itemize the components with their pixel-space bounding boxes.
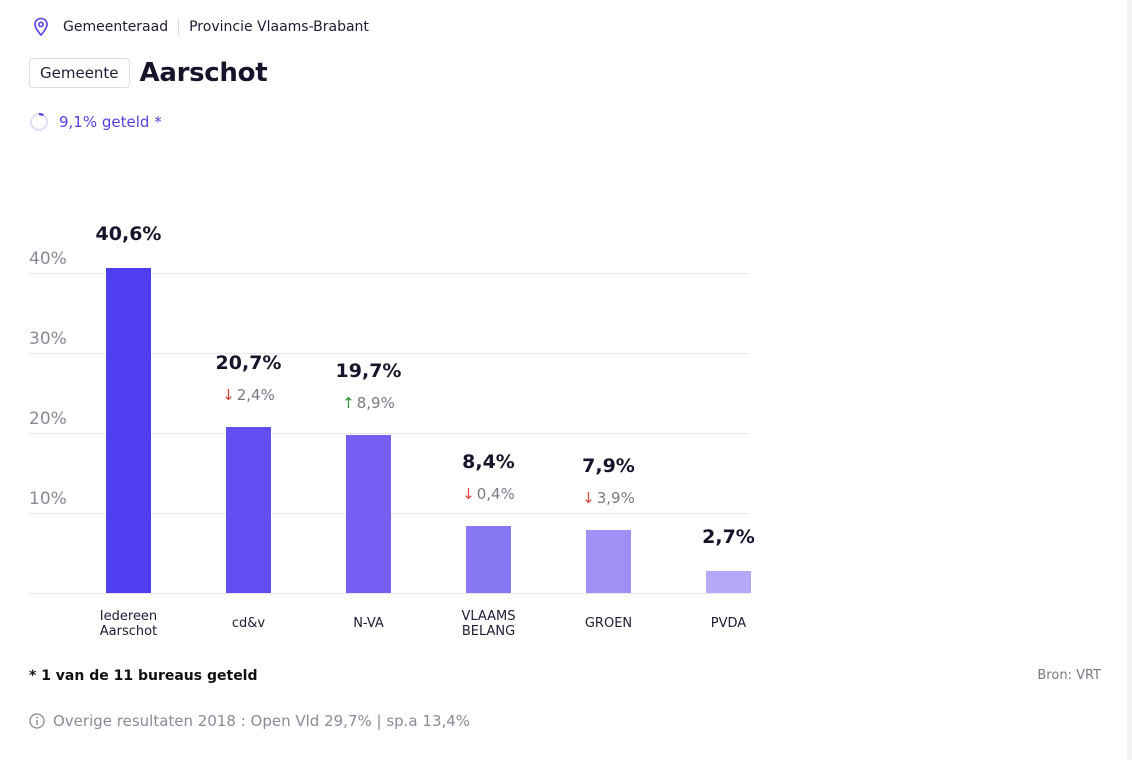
location-pin-icon xyxy=(33,17,49,37)
source-label: Bron: VRT xyxy=(1037,668,1101,683)
other-results-text: Overige resultaten 2018 : Open Vld 29,7%… xyxy=(53,712,471,730)
other-results: Overige resultaten 2018 : Open Vld 29,7%… xyxy=(29,712,470,730)
y-tick-label: 30% xyxy=(29,329,67,349)
gridline xyxy=(29,353,749,354)
breadcrumb: Gemeenteraad Provincie Vlaams-Brabant xyxy=(33,14,369,40)
count-progress: 9,1% geteld * xyxy=(29,112,162,132)
data-label: 40,6% xyxy=(95,223,162,246)
data-label: 20,7% xyxy=(215,352,282,375)
page-title: Aarschot xyxy=(139,58,268,88)
y-tick-label: 10% xyxy=(29,489,67,509)
change-value: 8,9% xyxy=(356,394,395,413)
data-label: 19,7% xyxy=(335,360,402,383)
change-label: ↓ 3,9% xyxy=(549,489,669,507)
arrow-down-icon: ↓ xyxy=(462,484,475,503)
page-edge-strip xyxy=(1127,0,1132,760)
breadcrumb-item-gemeenteraad[interactable]: Gemeenteraad xyxy=(63,19,169,35)
arrow-down-icon: ↓ xyxy=(582,488,595,507)
progress-label: 9,1% geteld * xyxy=(59,113,162,131)
arrow-up-icon: ↑ xyxy=(342,394,355,413)
x-tick-label: N-VA xyxy=(353,616,384,631)
gridline xyxy=(29,433,749,434)
bar[interactable] xyxy=(466,525,511,593)
bar[interactable] xyxy=(106,268,151,593)
change-value: 0,4% xyxy=(476,484,515,503)
type-tag: Gemeente xyxy=(29,58,130,88)
breadcrumb-item-provincie[interactable]: Provincie Vlaams-Brabant xyxy=(189,19,369,35)
x-tick-label: PVDA xyxy=(710,616,747,631)
page-header: Gemeente Aarschot xyxy=(29,58,268,88)
bar[interactable] xyxy=(586,529,631,593)
x-tick-label: cd&v xyxy=(231,616,266,631)
x-tick-label: VLAAMS BELANG xyxy=(461,609,516,639)
info-circle-icon xyxy=(29,713,45,729)
change-value: 2,4% xyxy=(236,386,275,405)
change-label: ↑ 8,9% xyxy=(309,394,429,412)
change-value: 3,9% xyxy=(596,488,635,507)
bar[interactable] xyxy=(346,435,391,593)
change-label: ↓ 2,4% xyxy=(189,386,309,404)
progress-ring-icon xyxy=(29,112,49,132)
data-label: 8,4% xyxy=(462,450,515,473)
gridline xyxy=(29,273,749,274)
footnote: * 1 van de 11 bureaus geteld xyxy=(29,668,258,684)
x-tick-label: GROEN xyxy=(584,616,633,631)
y-tick-label: 20% xyxy=(29,409,67,429)
breadcrumb-divider xyxy=(178,19,180,35)
change-label: ↓ 0,4% xyxy=(429,485,549,503)
bar[interactable] xyxy=(706,571,751,593)
data-label: 7,9% xyxy=(582,454,635,477)
data-label: 2,7% xyxy=(702,526,755,549)
y-tick-label: 40% xyxy=(29,249,67,269)
arrow-down-icon: ↓ xyxy=(222,386,235,405)
bar[interactable] xyxy=(226,427,271,593)
chart-baseline xyxy=(29,593,749,594)
x-tick-label: Iedereen Aarschot xyxy=(99,609,158,639)
